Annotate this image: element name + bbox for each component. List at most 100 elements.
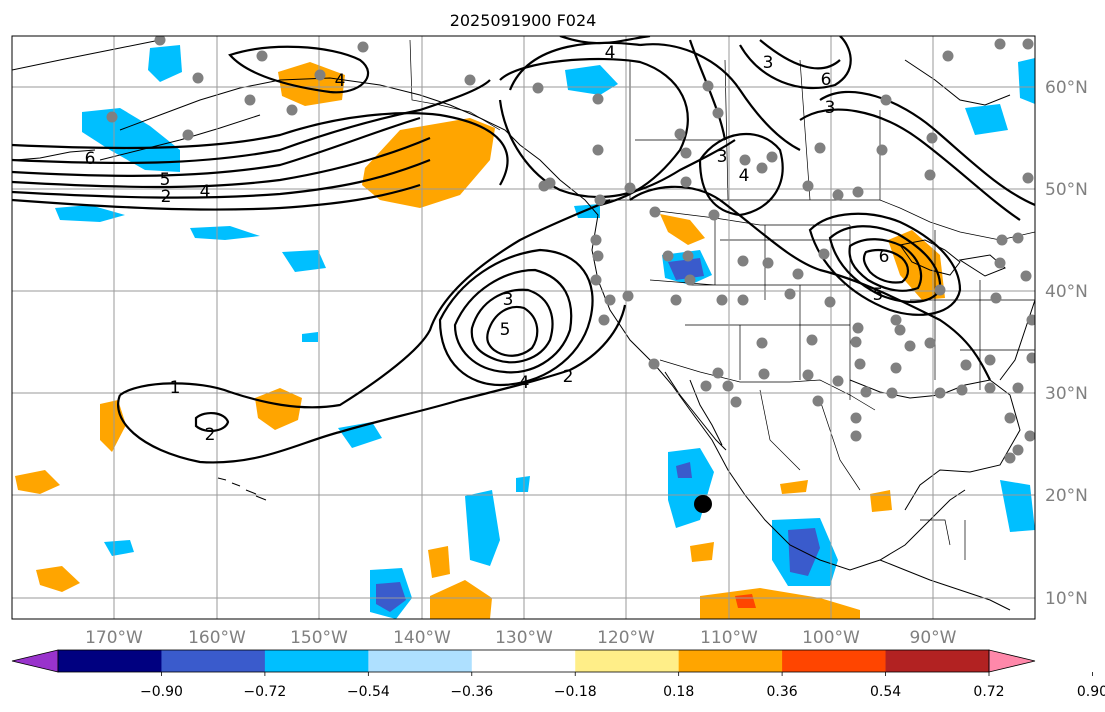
- station-marker: [904, 340, 916, 352]
- station-marker: [996, 234, 1008, 246]
- station-marker: [622, 290, 634, 302]
- station-marker: [708, 209, 720, 221]
- station-marker: [722, 380, 734, 392]
- contour-label: 5: [500, 320, 511, 340]
- station-marker: [894, 324, 906, 336]
- station-marker: [106, 111, 118, 123]
- contour-label: 6: [879, 247, 890, 267]
- station-marker: [990, 292, 1002, 304]
- positive-anomaly-region: [255, 388, 302, 430]
- station-marker: [876, 144, 888, 156]
- station-marker: [890, 314, 902, 326]
- station-marker: [702, 80, 714, 92]
- lat-label-40n: 40°N: [1045, 282, 1088, 302]
- central-america-coast: [879, 559, 1011, 611]
- colorbar-frame: [57, 649, 990, 673]
- colorbar-segments: [11, 649, 1036, 673]
- lon-label-90w: 90°W: [910, 628, 957, 648]
- lon-label-110w: 110°W: [700, 628, 758, 648]
- negative-anomaly-region: [82, 108, 180, 172]
- contour-label: 3: [503, 290, 514, 310]
- contour-label: 4: [200, 182, 211, 202]
- colorbar-tick-label: −0.18: [554, 684, 597, 700]
- station-marker: [832, 189, 844, 201]
- contour-line: [12, 116, 421, 177]
- colorbar-tick-labels: −0.90 −0.72 −0.54 −0.36 −0.18 0.18 0.36 0.54 0.7…: [140, 672, 1105, 700]
- station-marker: [1020, 270, 1032, 282]
- station-marker: [590, 234, 602, 246]
- contour-line: [119, 199, 611, 409]
- station-marker: [756, 162, 768, 174]
- station-marker: [649, 206, 661, 218]
- highlighted-station-marker: [694, 495, 712, 513]
- station-marker: [766, 151, 778, 163]
- station-marker: [926, 132, 938, 144]
- negative-anomaly-region: [965, 104, 1008, 135]
- station-marker: [538, 180, 550, 192]
- station-marker: [684, 274, 696, 286]
- station-marker: [592, 93, 604, 105]
- station-marker: [182, 129, 194, 141]
- station-marker: [1022, 38, 1034, 50]
- strong-negative-anomaly-region: [376, 582, 406, 612]
- contour-label: 4: [605, 43, 616, 63]
- station-marker: [852, 186, 864, 198]
- contour-label: 2: [205, 425, 216, 445]
- canadian-provinces: [629, 59, 881, 201]
- station-marker: [680, 147, 692, 159]
- contour-line: [808, 212, 962, 316]
- gulf-of-mexico-coast: [849, 379, 1021, 511]
- station-marker: [192, 72, 204, 84]
- colorbar-segment: [471, 650, 576, 672]
- station-marker: [1012, 444, 1024, 456]
- station-marker: [854, 358, 866, 370]
- contour-line: [453, 268, 573, 374]
- contour-line: [228, 45, 370, 94]
- station-marker: [812, 395, 824, 407]
- lat-label-10n: 10°N: [1045, 589, 1088, 609]
- station-marker: [648, 358, 660, 370]
- station-marker: [662, 250, 674, 262]
- central-america-borders: [920, 519, 966, 560]
- station-marker: [818, 248, 830, 260]
- positive-anomaly-region: [660, 214, 705, 245]
- station-marker: [682, 250, 694, 262]
- contour-line: [470, 288, 554, 364]
- negative-anomaly-region: [1018, 58, 1035, 104]
- map-panel: 6 5 2 4 4 4 3 6 3 3 4 6 3 5 5 4 2 1 2: [11, 35, 1036, 620]
- contour-line: [12, 112, 509, 186]
- contour-line: [117, 304, 627, 464]
- station-marker: [1026, 352, 1035, 364]
- negative-anomaly-region: [516, 476, 530, 492]
- station-marker: [802, 180, 814, 192]
- figure-title: 2025091900 F024: [450, 11, 597, 30]
- station-marker: [924, 169, 936, 181]
- station-marker: [814, 142, 826, 154]
- station-marker: [592, 144, 604, 156]
- station-marker: [756, 337, 768, 349]
- station-marker: [712, 367, 724, 379]
- station-marker: [890, 362, 902, 374]
- station-marker: [860, 386, 872, 398]
- contour-line: [848, 238, 923, 292]
- negative-anomaly-region: [302, 332, 318, 342]
- station-marker: [730, 396, 742, 408]
- station-marker: [956, 384, 968, 396]
- contour-line: [639, 43, 801, 151]
- station-marker: [532, 82, 544, 94]
- station-marker: [700, 380, 712, 392]
- contour-label: 5: [160, 170, 171, 190]
- station-marker: [1012, 382, 1024, 394]
- contour-line: [862, 248, 910, 284]
- station-marker: [604, 294, 616, 306]
- station-marker: [357, 41, 369, 53]
- contour-label: 2: [161, 187, 172, 207]
- positive-anomaly-region: [780, 480, 808, 494]
- contour-line: [799, 90, 1035, 221]
- contour-line: [499, 57, 689, 207]
- station-marker: [314, 69, 326, 81]
- station-markers: [106, 36, 1035, 464]
- station-marker: [984, 354, 996, 366]
- colorbar-tick-label: −0.36: [450, 684, 493, 700]
- strong-negative-anomaly-region: [668, 258, 704, 280]
